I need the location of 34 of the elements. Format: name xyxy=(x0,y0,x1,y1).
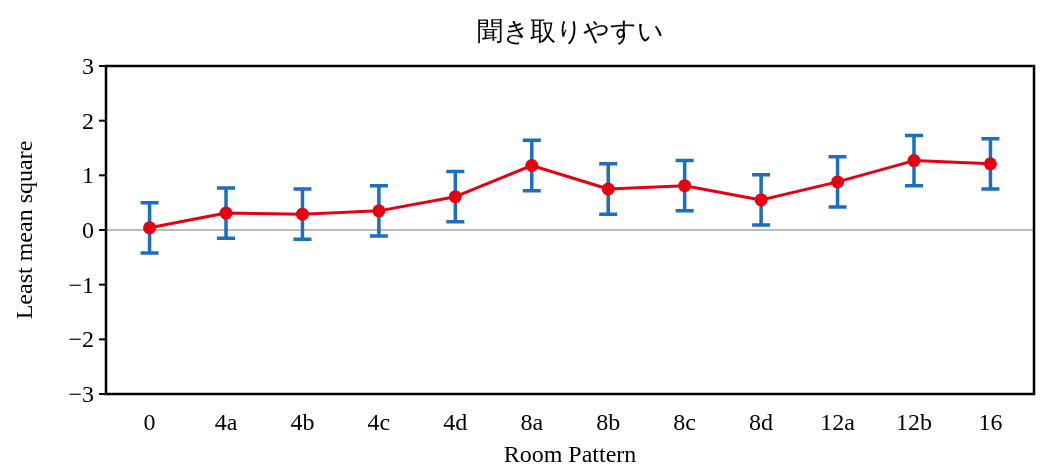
y-tick-label: 3 xyxy=(82,53,94,79)
y-tick-label: −2 xyxy=(68,326,94,353)
point xyxy=(448,190,462,204)
x-tick-label: 12b xyxy=(895,409,932,435)
point xyxy=(219,206,233,220)
x-tick-label: 12a xyxy=(820,409,856,435)
point xyxy=(907,154,921,168)
y-tick-label: 1 xyxy=(82,162,94,189)
x-tick-label: 4c xyxy=(367,409,391,435)
x-tick-label: 4d xyxy=(443,409,468,435)
point xyxy=(525,158,539,172)
point xyxy=(372,204,386,218)
x-axis-title: Room Pattern xyxy=(503,441,637,467)
y-tick-label: 0 xyxy=(82,217,94,243)
point xyxy=(295,207,309,221)
point xyxy=(143,221,157,235)
point xyxy=(754,193,768,207)
x-tick-label: 4b xyxy=(290,409,315,435)
y-axis-title: Least mean square xyxy=(11,140,37,320)
y-tick-label: −1 xyxy=(68,271,94,298)
point xyxy=(601,182,615,196)
x-tick-label: 4a xyxy=(214,409,238,435)
x-tick-label: 16 xyxy=(978,409,1003,435)
x-tick-label: 8a xyxy=(520,409,544,435)
point xyxy=(831,175,845,189)
y-tick-label: 2 xyxy=(82,107,94,134)
point xyxy=(983,157,997,171)
x-tick-label: 0 xyxy=(143,409,156,435)
x-tick-label: 8d xyxy=(749,409,774,435)
point xyxy=(678,179,692,193)
x-tick-label: 8c xyxy=(673,409,696,435)
chart-title: 聞き取りやすい xyxy=(476,17,664,46)
x-tick-label: 8b xyxy=(596,409,621,435)
y-tick-label: −3 xyxy=(68,381,94,407)
